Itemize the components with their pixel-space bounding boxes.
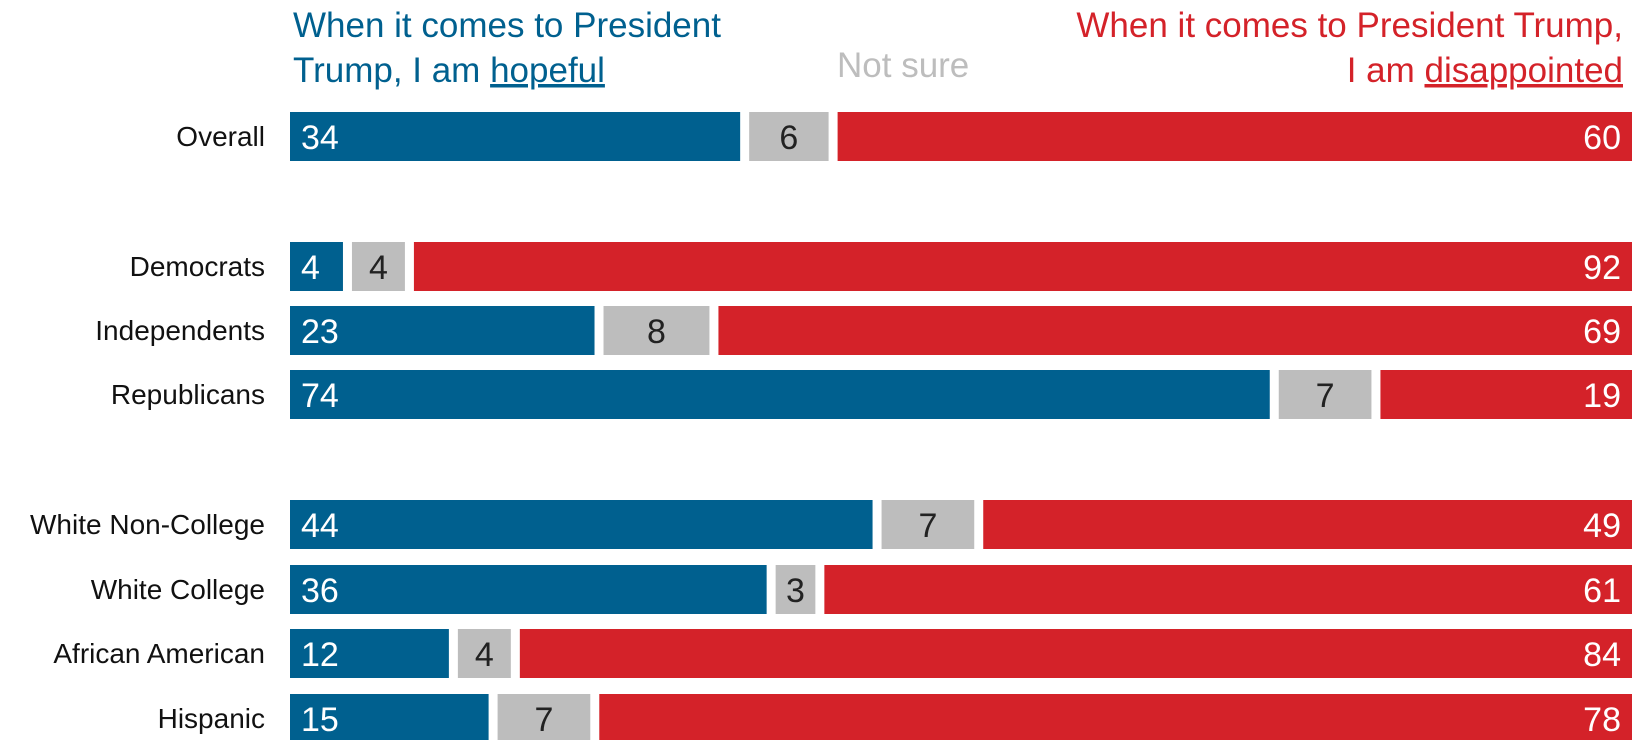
bar-not_sure-overall <box>749 112 829 161</box>
value-label-hopeful-overall: 34 <box>301 119 339 157</box>
value-label-not_sure-white-college: 3 <box>786 572 805 610</box>
value-label-hopeful-independents: 23 <box>301 313 339 351</box>
legend-disappointed-prefix: I am <box>1347 51 1425 90</box>
legend-not-sure: Not sure <box>837 46 969 85</box>
row-label-african-american: African American <box>53 638 265 669</box>
value-label-hopeful-democrats: 4 <box>301 249 320 287</box>
legend-hopeful-line1: When it comes to President <box>293 6 721 45</box>
value-label-disappointed-hispanic: 78 <box>1583 701 1621 739</box>
row-label-white-college: White College <box>91 574 265 605</box>
bar-not_sure-african-american <box>457 629 511 678</box>
bar-disappointed-white-non-college <box>983 500 1632 549</box>
value-label-disappointed-overall: 60 <box>1583 119 1621 157</box>
bar-hopeful-independents <box>290 306 595 355</box>
legend-disappointed-line2: I am disappointed <box>1347 51 1623 90</box>
value-label-not_sure-white-non-college: 7 <box>918 507 937 545</box>
row-label-republicans: Republicans <box>111 379 265 410</box>
value-label-not_sure-hispanic: 7 <box>534 701 553 739</box>
bar-hopeful-hispanic <box>290 694 489 740</box>
bar-not_sure-hispanic <box>497 694 591 740</box>
value-label-hopeful-white-non-college: 44 <box>301 507 339 545</box>
row-label-democrats: Democrats <box>130 251 265 282</box>
bar-not_sure-white-college <box>775 565 816 614</box>
value-label-disappointed-republicans: 19 <box>1583 377 1621 415</box>
value-label-not_sure-democrats: 4 <box>369 249 388 287</box>
row-label-white-non-college: White Non-College <box>30 509 265 540</box>
bar-disappointed-overall <box>837 112 1632 161</box>
value-label-disappointed-white-non-college: 49 <box>1583 507 1621 545</box>
value-label-not_sure-overall: 6 <box>779 119 798 157</box>
bar-not_sure-republicans <box>1278 370 1372 419</box>
legend-hopeful-line2: Trump, I am hopeful <box>293 51 605 90</box>
bar-not_sure-democrats <box>351 242 405 291</box>
bar-disappointed-hispanic <box>599 694 1632 740</box>
bar-hopeful-african-american <box>290 629 449 678</box>
value-label-disappointed-democrats: 92 <box>1583 249 1621 287</box>
bar-hopeful-republicans <box>290 370 1270 419</box>
bar-not_sure-independents <box>603 306 710 355</box>
value-label-not_sure-republicans: 7 <box>1316 377 1335 415</box>
legend: When it comes to President Trump, I am h… <box>293 6 1623 90</box>
bar-hopeful-white-non-college <box>290 500 873 549</box>
value-label-disappointed-white-college: 61 <box>1583 572 1621 610</box>
bar-disappointed-republicans <box>1380 370 1632 419</box>
value-label-hopeful-white-college: 36 <box>301 572 339 610</box>
bar-hopeful-white-college <box>290 565 767 614</box>
legend-hopeful-prefix: Trump, I am <box>293 51 490 90</box>
value-label-not_sure-independents: 8 <box>647 313 666 351</box>
bar-disappointed-independents <box>718 306 1632 355</box>
bar-disappointed-african-american <box>519 629 1632 678</box>
value-label-disappointed-independents: 69 <box>1583 313 1621 351</box>
value-label-hopeful-republicans: 74 <box>301 377 339 415</box>
value-label-hopeful-african-american: 12 <box>301 636 339 674</box>
row-label-overall: Overall <box>176 121 265 152</box>
row-label-independents: Independents <box>95 315 265 346</box>
bar-not_sure-white-non-college <box>881 500 975 549</box>
bar-hopeful-democrats <box>290 242 343 291</box>
row-label-hispanic: Hispanic <box>158 703 265 734</box>
legend-disappointed-line1: When it comes to President Trump, <box>1076 6 1623 45</box>
bar-disappointed-democrats <box>413 242 1632 291</box>
value-label-not_sure-african-american: 4 <box>475 636 494 674</box>
legend-disappointed-emphasis: disappointed <box>1425 51 1624 90</box>
legend-hopeful-emphasis: hopeful <box>490 51 605 90</box>
value-label-disappointed-african-american: 84 <box>1583 636 1621 674</box>
value-label-hopeful-hispanic: 15 <box>301 701 339 739</box>
bar-hopeful-overall <box>290 112 741 161</box>
bar-disappointed-white-college <box>824 565 1632 614</box>
